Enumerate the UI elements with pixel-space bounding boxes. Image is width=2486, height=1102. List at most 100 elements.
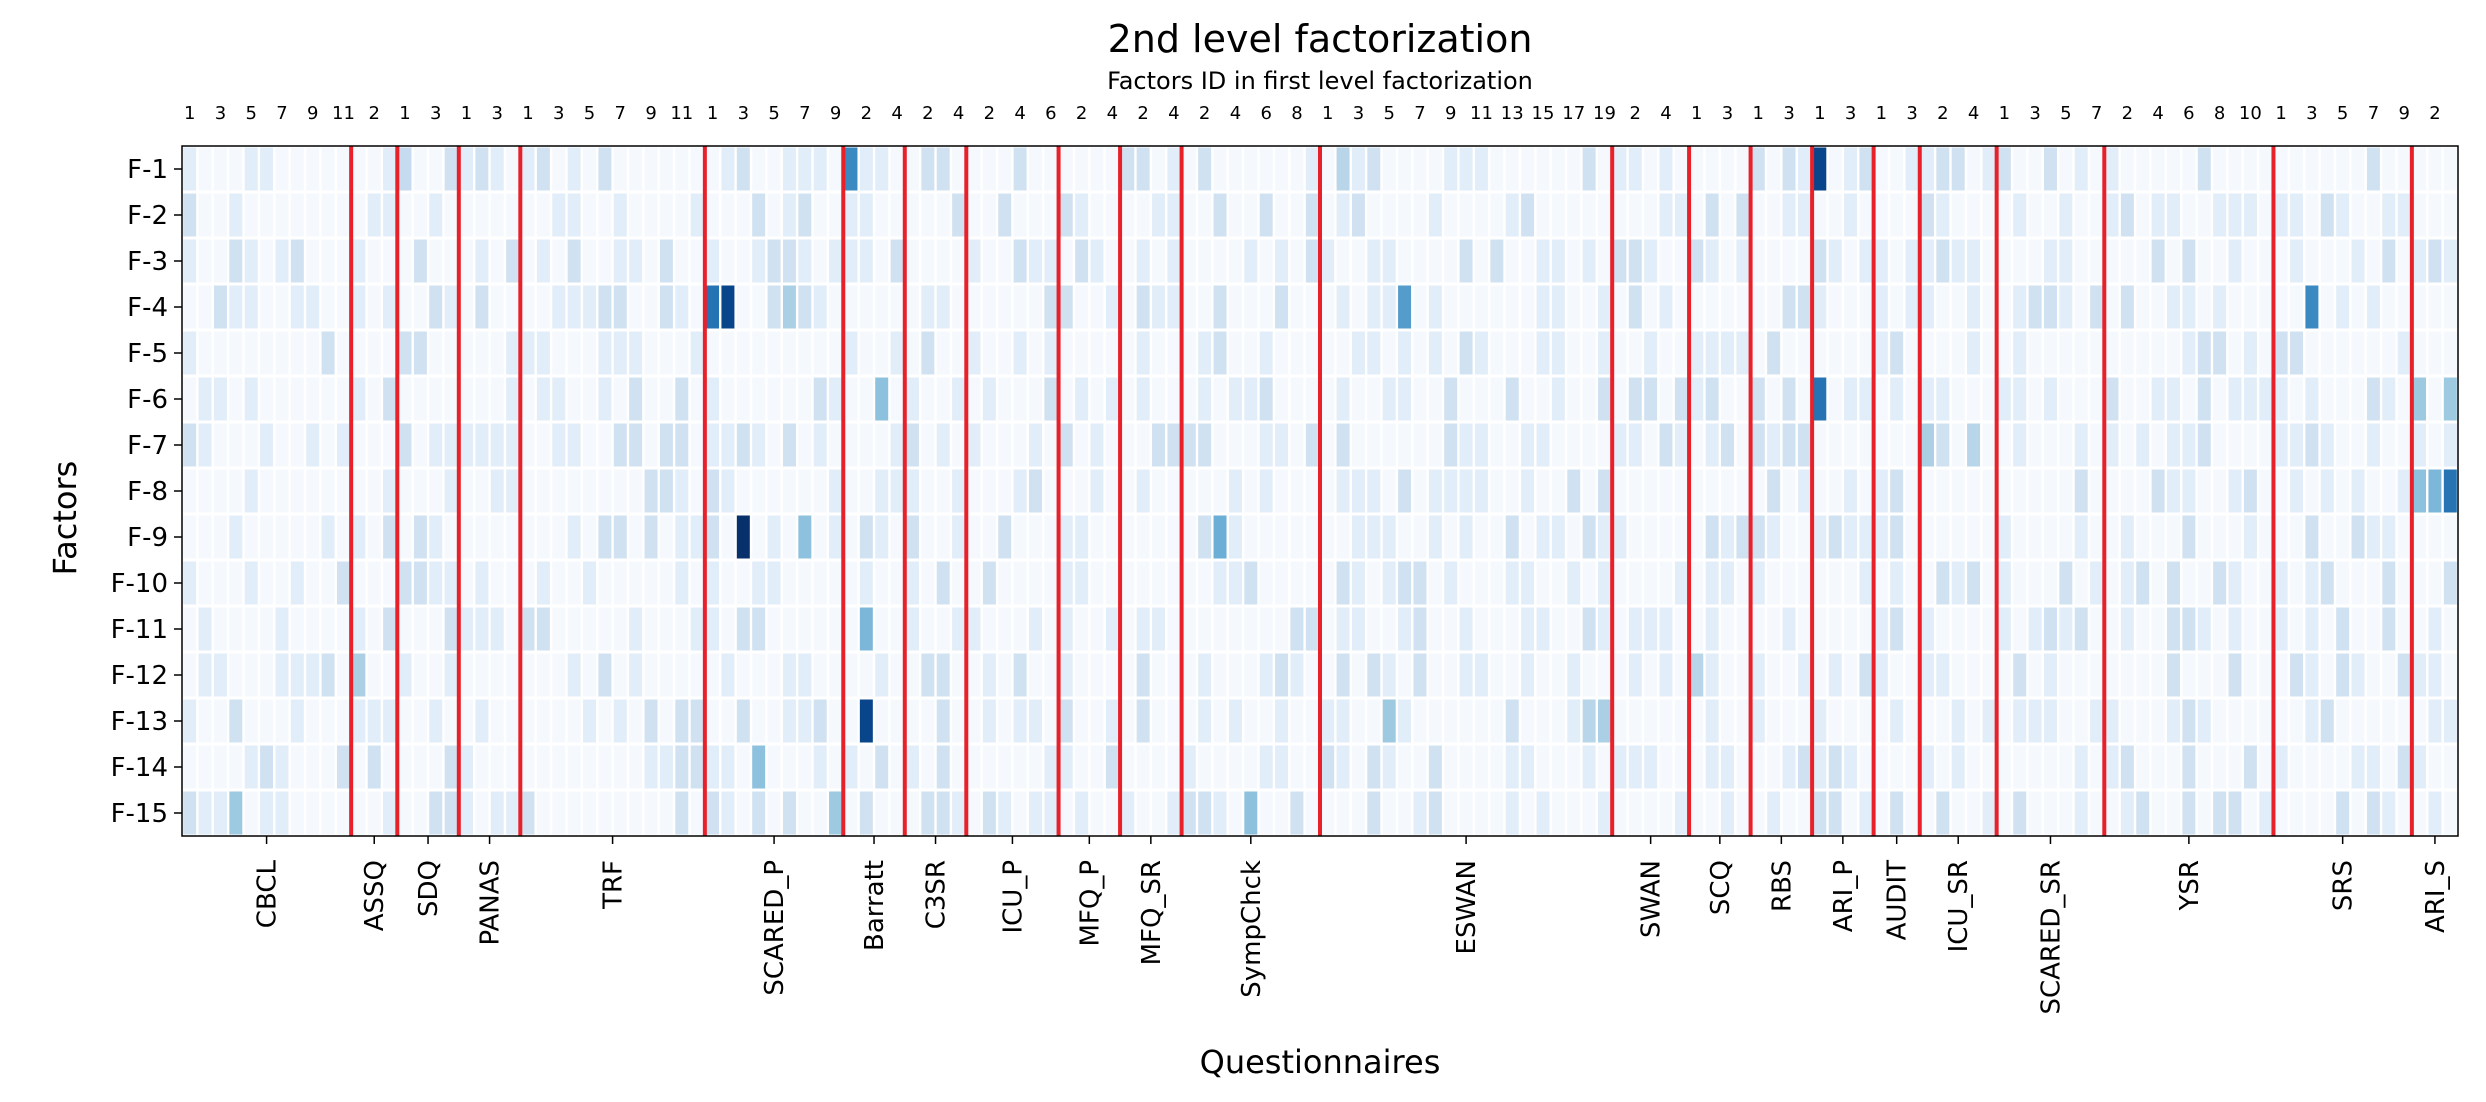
heatmap-cell xyxy=(352,193,366,237)
heatmap-cell xyxy=(2443,147,2457,191)
heatmap-cell xyxy=(1351,193,1365,237)
heatmap-cell xyxy=(1813,423,1827,467)
heatmap-cell xyxy=(1044,561,1058,605)
heatmap-cell xyxy=(275,469,289,513)
heatmap-cell xyxy=(1182,469,1196,513)
heatmap-cell xyxy=(1198,745,1212,789)
heatmap-cell xyxy=(1244,193,1258,237)
heatmap-cell xyxy=(706,515,720,559)
heatmap-cell xyxy=(1321,653,1335,697)
top-tick-label: 17 xyxy=(1562,103,1585,124)
heatmap-cell xyxy=(2074,607,2088,651)
heatmap-cell xyxy=(229,147,243,191)
heatmap-cell xyxy=(644,699,658,743)
heatmap-cell xyxy=(629,423,643,467)
heatmap-cell xyxy=(613,285,627,329)
heatmap-cell xyxy=(1136,607,1150,651)
heatmap-cell xyxy=(1736,515,1750,559)
heatmap-cell xyxy=(644,193,658,237)
heatmap-cell xyxy=(521,607,535,651)
heatmap-cell xyxy=(2136,285,2150,329)
heatmap-cell xyxy=(706,377,720,421)
heatmap-cell xyxy=(1859,285,1873,329)
heatmap-cell xyxy=(1044,745,1058,789)
heatmap-cell xyxy=(336,285,350,329)
heatmap-cell xyxy=(1259,515,1273,559)
heatmap-cell xyxy=(2167,193,2180,237)
heatmap-cell xyxy=(782,331,796,375)
heatmap-cell xyxy=(229,377,243,421)
heatmap-cell xyxy=(1105,791,1119,835)
heatmap-cell xyxy=(1936,699,1950,743)
heatmap-cell xyxy=(444,699,458,743)
heatmap-cell xyxy=(1505,699,1519,743)
heatmap-cell xyxy=(1367,745,1381,789)
heatmap-cell xyxy=(2259,423,2273,467)
heatmap-cell xyxy=(260,699,274,743)
heatmap-cell xyxy=(352,791,366,835)
heatmap-cell xyxy=(1521,561,1535,605)
heatmap-cell xyxy=(875,515,889,559)
heatmap-cell xyxy=(1029,423,1042,467)
heatmap-cell xyxy=(1167,515,1181,559)
heatmap-cell xyxy=(2182,515,2196,559)
heatmap-cell xyxy=(1644,699,1658,743)
heatmap-cell xyxy=(2136,423,2150,467)
heatmap-cell xyxy=(1152,745,1166,789)
heatmap-cell xyxy=(829,239,843,283)
heatmap-cell xyxy=(2243,147,2257,191)
heatmap-cell xyxy=(2274,423,2288,467)
heatmap-cell xyxy=(982,561,996,605)
heatmap-cell xyxy=(1275,791,1289,835)
heatmap-cell xyxy=(1628,285,1642,329)
heatmap-cell xyxy=(2351,653,2365,697)
heatmap-cell xyxy=(1828,423,1842,467)
heatmap-cell xyxy=(1444,791,1458,835)
heatmap-cell xyxy=(1398,561,1412,605)
heatmap-cell xyxy=(2366,791,2380,835)
heatmap-cell xyxy=(736,239,750,283)
heatmap-cell xyxy=(2059,699,2073,743)
heatmap-cell xyxy=(2290,469,2304,513)
heatmap-cell xyxy=(1644,561,1658,605)
heatmap-cell xyxy=(460,239,473,283)
heatmap-cell xyxy=(1121,653,1135,697)
heatmap-cell xyxy=(260,239,274,283)
heatmap-cell xyxy=(1982,193,1996,237)
heatmap-cell xyxy=(829,699,843,743)
heatmap-cell xyxy=(1859,515,1873,559)
heatmap-cell xyxy=(2290,285,2304,329)
heatmap-cell xyxy=(2151,699,2165,743)
heatmap-cell xyxy=(2120,239,2134,283)
heatmap-cell xyxy=(1874,239,1888,283)
top-tick-label: 3 xyxy=(2029,103,2040,124)
heatmap-cell xyxy=(2028,699,2042,743)
heatmap-cell xyxy=(2120,193,2134,237)
heatmap-cell xyxy=(2366,745,2380,789)
heatmap-cell xyxy=(2443,377,2457,421)
heatmap-cell xyxy=(1152,331,1166,375)
heatmap-cell xyxy=(1244,699,1258,743)
heatmap-cell xyxy=(1105,745,1119,789)
heatmap-cell xyxy=(1521,331,1535,375)
heatmap-cell xyxy=(2090,699,2104,743)
heatmap-cell xyxy=(1336,377,1350,421)
heatmap-cell xyxy=(306,285,320,329)
heatmap-cell xyxy=(490,377,504,421)
heatmap-cell xyxy=(413,193,427,237)
heatmap-cell xyxy=(813,699,827,743)
heatmap-cell xyxy=(952,515,966,559)
heatmap-cell xyxy=(706,699,720,743)
heatmap-cell xyxy=(2320,469,2334,513)
heatmap-cell xyxy=(1136,331,1150,375)
heatmap-cell xyxy=(1767,147,1781,191)
heatmap-cell xyxy=(1582,515,1596,559)
heatmap-cell xyxy=(567,791,581,835)
heatmap-cell xyxy=(936,377,950,421)
heatmap-cell xyxy=(1075,745,1089,789)
heatmap-cell xyxy=(1767,469,1781,513)
heatmap-cell xyxy=(1152,423,1166,467)
heatmap-cell xyxy=(2120,653,2134,697)
heatmap-cell xyxy=(521,193,535,237)
